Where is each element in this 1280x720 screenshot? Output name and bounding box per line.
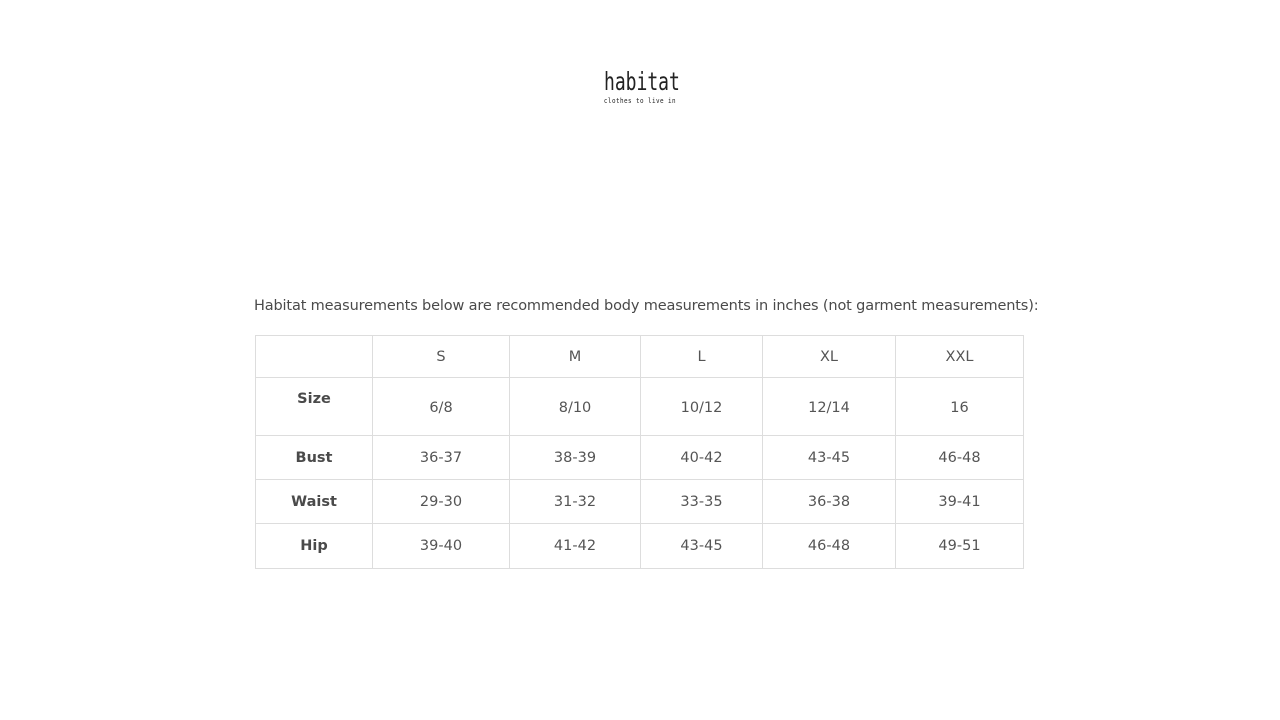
table-cell: 6/8 — [372, 377, 510, 436]
cell-value: 16 — [950, 399, 969, 416]
table-cell: 12/14 — [762, 377, 896, 436]
table-row: Waist 29-30 31-32 33-35 36-38 39-41 — [255, 479, 1024, 524]
table-row: Hip 39-40 41-42 43-45 46-48 49-51 — [255, 523, 1024, 569]
table-cell: 36-37 — [372, 435, 510, 480]
cell-value: 12/14 — [808, 399, 850, 416]
row-label: Waist — [255, 479, 373, 524]
header-cell: S — [372, 335, 510, 378]
table-cell: 10/12 — [640, 377, 763, 436]
table-cell: 43-45 — [762, 435, 896, 480]
table-cell: 40-42 — [640, 435, 763, 480]
table-cell: 43-45 — [640, 523, 763, 569]
logo-tagline: clothes to live in — [603, 97, 677, 105]
row-label: Hip — [255, 523, 373, 569]
cell-value: 6/8 — [429, 399, 453, 416]
table-cell: 39-41 — [895, 479, 1024, 524]
table-cell: 39-40 — [372, 523, 510, 569]
header-cell: L — [640, 335, 763, 378]
habitat-logo[interactable]: habitat clothes to live in — [590, 68, 690, 106]
table-header-row: S M L XL XXL — [255, 335, 1024, 378]
table-cell: 46-48 — [762, 523, 896, 569]
table-cell: 29-30 — [372, 479, 510, 524]
size-chart-intro: Habitat measurements below are recommend… — [254, 298, 1039, 314]
table-cell: 16 — [895, 377, 1024, 436]
logo-name: habitat — [604, 67, 680, 96]
cell-value: 8/10 — [558, 399, 592, 416]
header-cell: M — [509, 335, 641, 378]
table-cell: 36-38 — [762, 479, 896, 524]
header-cell: XXL — [895, 335, 1024, 378]
table-cell: 38-39 — [509, 435, 641, 480]
table-cell: 8/10 — [509, 377, 641, 436]
row-label: Size — [255, 377, 373, 436]
size-chart-table: S M L XL XXL Size 6/8 8/10 10/12 12/14 1… — [255, 335, 1024, 569]
table-cell: 31-32 — [509, 479, 641, 524]
table-row: Size 6/8 8/10 10/12 12/14 16 — [255, 377, 1024, 436]
cell-value: 10/12 — [680, 399, 723, 416]
table-row: Bust 36-37 38-39 40-42 43-45 46-48 — [255, 435, 1024, 480]
table-cell: 41-42 — [509, 523, 641, 569]
table-cell: 46-48 — [895, 435, 1024, 480]
table-cell: 49-51 — [895, 523, 1024, 569]
header-cell: XL — [762, 335, 896, 378]
header-cell-empty — [255, 335, 373, 378]
row-label: Bust — [255, 435, 373, 480]
table-cell: 33-35 — [640, 479, 763, 524]
